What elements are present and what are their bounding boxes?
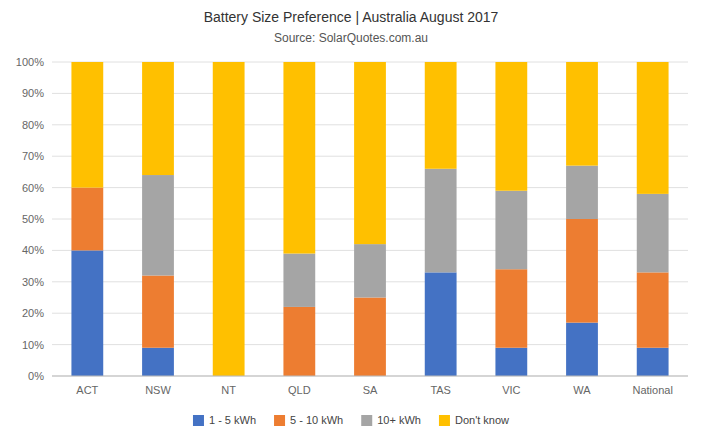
y-tick-label: 50%	[22, 213, 44, 225]
bar-segment	[71, 188, 103, 251]
y-tick-label: 80%	[22, 119, 44, 131]
bar-segment	[142, 276, 174, 348]
bar-segment	[354, 62, 386, 244]
bar-segment	[637, 194, 669, 273]
background	[0, 0, 702, 446]
grid-line	[52, 376, 688, 377]
x-tick-label: VIC	[502, 384, 520, 396]
bar-segment	[637, 62, 669, 194]
bar-segment	[71, 250, 103, 376]
bar-segment	[566, 219, 598, 323]
bar-segment	[425, 169, 457, 273]
bar-segment	[495, 348, 527, 376]
x-tick-label: QLD	[288, 384, 311, 396]
bar-segment	[354, 298, 386, 377]
y-tick-label: 0%	[28, 370, 44, 382]
bar-segment	[213, 62, 245, 376]
bar-segment	[566, 166, 598, 219]
x-tick-label: ACT	[76, 384, 98, 396]
chart: Battery Size Preference | Australia Augu…	[0, 0, 702, 446]
y-tick-label: 10%	[22, 339, 44, 351]
bar-segment	[495, 191, 527, 269]
bar-segment	[142, 175, 174, 275]
legend-label: Don't know	[455, 414, 509, 426]
legend-swatch	[274, 415, 285, 426]
x-tick-label: WA	[573, 384, 591, 396]
y-tick-label: 30%	[22, 276, 44, 288]
legend-label: 10+ kWh	[377, 414, 421, 426]
legend: 1 - 5 kWh 5 - 10 kWh 10+ kWh Don't know	[193, 414, 509, 426]
y-tick-label: 70%	[22, 150, 44, 162]
legend-swatch	[439, 415, 450, 426]
bar-segment	[637, 272, 669, 347]
y-tick-label: 60%	[22, 182, 44, 194]
legend-swatch	[193, 415, 204, 426]
bar-segment	[495, 269, 527, 348]
grid	[52, 62, 688, 376]
y-tick-label: 100%	[16, 56, 44, 68]
bar-segment	[142, 62, 174, 175]
y-tick-label: 40%	[22, 244, 44, 256]
title: Battery Size Preference | Australia Augu…	[204, 9, 499, 25]
bar-segment	[566, 62, 598, 166]
x-tick-label: TAS	[430, 384, 451, 396]
bar-segment	[142, 348, 174, 376]
bar-segment	[354, 244, 386, 297]
x-tick-label: NSW	[145, 384, 171, 396]
bar-segment	[425, 62, 457, 169]
bars	[71, 62, 668, 376]
legend-label: 1 - 5 kWh	[209, 414, 256, 426]
legend-swatch	[361, 415, 372, 426]
y-tick-label: 20%	[22, 307, 44, 319]
bar-segment	[566, 323, 598, 376]
bar-segment	[283, 307, 315, 376]
bar-segment	[495, 62, 527, 191]
legend-label: 5 - 10 kWh	[290, 414, 343, 426]
bar-segment	[283, 62, 315, 254]
y-tick-label: 90%	[22, 87, 44, 99]
x-tick-label: National	[632, 384, 672, 396]
bar-segment	[283, 254, 315, 307]
bar-segment	[71, 62, 103, 188]
x-tick-label: NT	[221, 384, 236, 396]
bar-segment	[425, 272, 457, 376]
x-axis-line	[52, 376, 688, 377]
bar-segment	[637, 348, 669, 376]
x-tick-label: SA	[363, 384, 378, 396]
subtitle: Source: SolarQuotes.com.au	[274, 31, 428, 45]
